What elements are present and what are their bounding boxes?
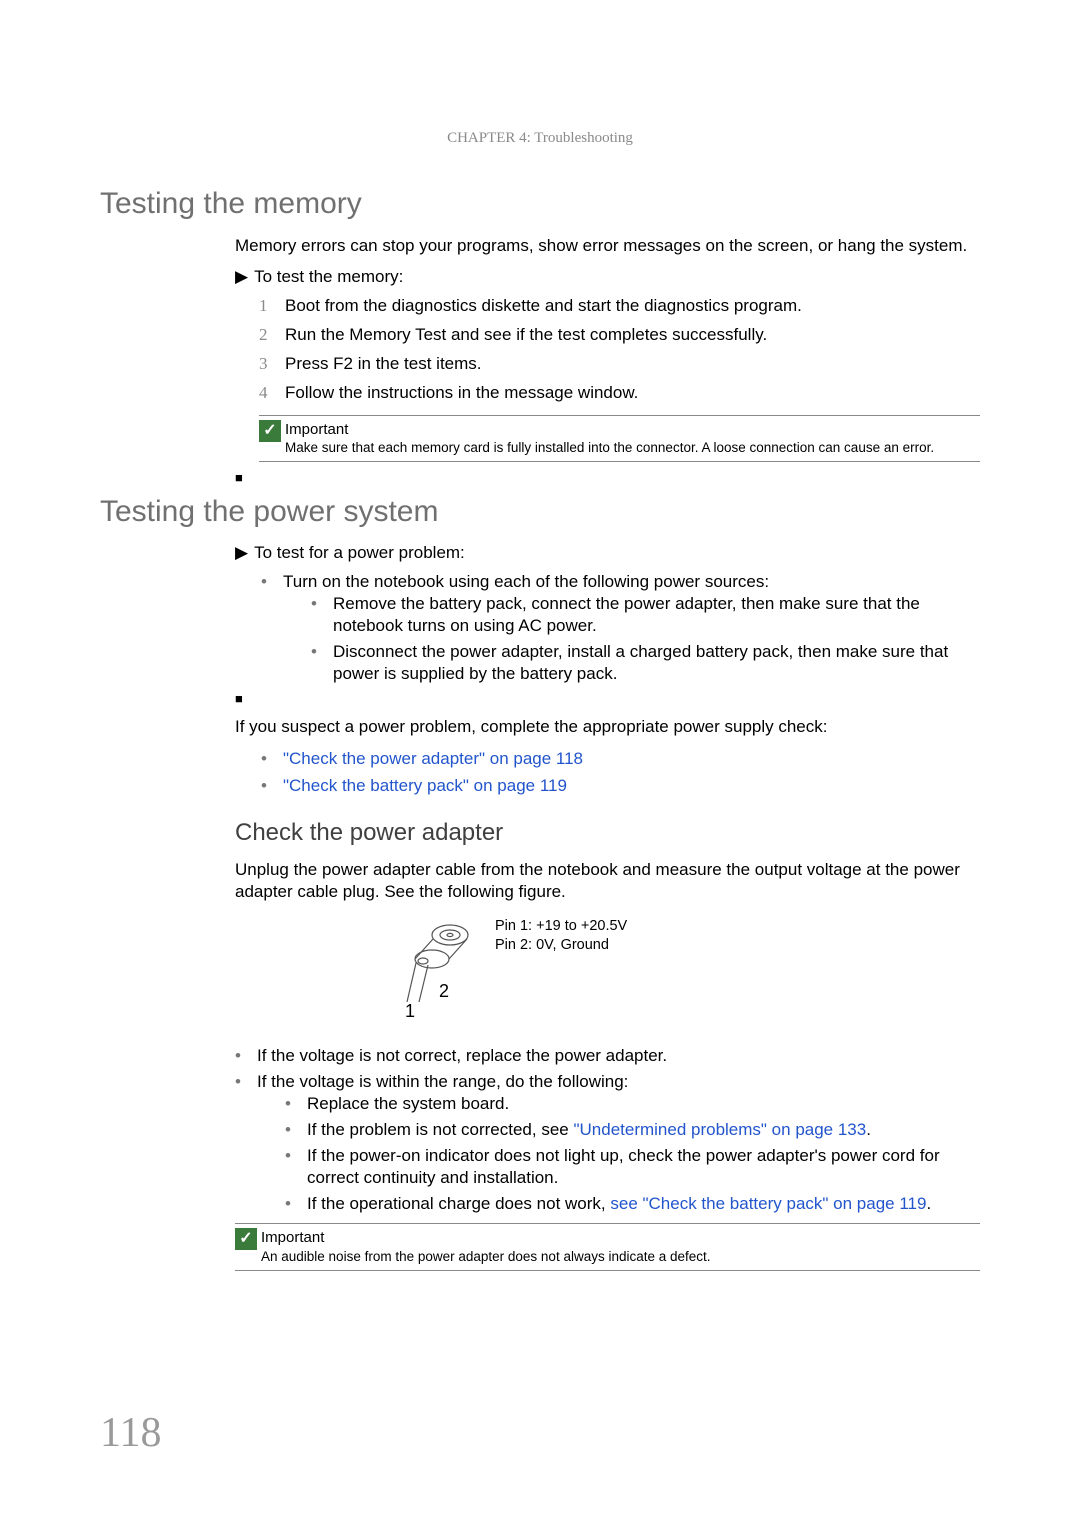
link-power-adapter[interactable]: "Check the power adapter" on page 118 <box>283 749 583 768</box>
pre-text: If the problem is not corrected, see <box>307 1120 573 1139</box>
subsection-title-adapter: Check the power adapter <box>235 819 980 847</box>
bullet-text: If the voltage is within the range, do t… <box>257 1072 628 1091</box>
memory-steps: 1 Boot from the diagnostics diskette and … <box>259 295 980 405</box>
checkmark-icon: ✓ <box>235 1228 257 1250</box>
section1-intro: Memory errors can stop your programs, sh… <box>235 235 980 257</box>
list-item: 3 Press F2 in the test items. <box>259 353 980 376</box>
step-number: 1 <box>259 295 268 318</box>
section-title-power: Testing the power system <box>100 495 980 529</box>
step-number: 3 <box>259 353 268 376</box>
callout-adapter: ✓ Important An audible noise from the po… <box>235 1223 980 1270</box>
pin2-label: Pin 2: 0V, Ground <box>495 936 627 955</box>
list-item: 4 Follow the instructions in the message … <box>259 382 980 405</box>
adapter-figure: 1 2 Pin 1: +19 to +20.5V Pin 2: 0V, Grou… <box>385 917 980 1027</box>
pre-text: If the operational charge does not work, <box>307 1194 610 1213</box>
step-text: Boot from the diagnostics diskette and s… <box>285 296 802 315</box>
list-item: 2 Run the Memory Test and see if the test… <box>259 324 980 347</box>
post-text: . <box>866 1120 871 1139</box>
section-title-memory: Testing the memory <box>100 187 980 221</box>
callout-memory: ✓ Important Make sure that each memory c… <box>259 415 980 462</box>
link-battery-pack-2[interactable]: see "Check the battery pack" on page 119 <box>610 1194 926 1213</box>
adapter-intro: Unplug the power adapter cable from the … <box>235 859 980 903</box>
end-marker: ■ <box>235 470 980 485</box>
power-links: "Check the power adapter" on page 118 "C… <box>261 748 980 796</box>
callout-label: Important <box>285 421 348 438</box>
callout-body: An audible noise from the power adapter … <box>261 1249 711 1264</box>
list-item: If the operational charge does not work,… <box>285 1193 980 1215</box>
end-marker: ■ <box>235 691 980 706</box>
power-steps: Turn on the notebook using each of the f… <box>261 571 980 685</box>
list-item: If the power-on indicator does not light… <box>285 1145 980 1189</box>
plug-diagram-icon: 1 2 <box>385 917 485 1027</box>
list-item: If the voltage is not correct, replace t… <box>235 1045 980 1067</box>
list-item: If the problem is not corrected, see "Un… <box>285 1119 980 1141</box>
triangle-icon: ▶ <box>235 267 248 287</box>
list-item: "Check the power adapter" on page 118 <box>261 748 980 770</box>
proc-label-memory: ▶ To test the memory: <box>235 267 980 287</box>
section2-body: ▶ To test for a power problem: Turn on th… <box>235 543 980 1271</box>
svg-text:1: 1 <box>405 1001 415 1021</box>
pin-labels: Pin 1: +19 to +20.5V Pin 2: 0V, Ground <box>495 917 627 955</box>
step-text: Press F2 in the test items. <box>285 354 482 373</box>
list-item: 1 Boot from the diagnostics diskette and … <box>259 295 980 318</box>
list-item: Replace the system board. <box>285 1093 980 1115</box>
post-text: . <box>926 1194 931 1213</box>
pin1-label: Pin 1: +19 to +20.5V <box>495 917 627 936</box>
step-text: Follow the instructions in the message w… <box>285 383 638 402</box>
page-number: 118 <box>100 1409 161 1457</box>
link-undetermined[interactable]: "Undetermined problems" on page 133 <box>573 1120 866 1139</box>
list-item: If the voltage is within the range, do t… <box>235 1071 980 1216</box>
power-substeps: Remove the battery pack, connect the pow… <box>311 593 980 685</box>
triangle-icon: ▶ <box>235 543 248 563</box>
step-number: 2 <box>259 324 268 347</box>
step-text: Turn on the notebook using each of the f… <box>283 572 769 591</box>
chapter-header: CHAPTER 4: Troubleshooting <box>100 130 980 147</box>
list-item: Remove the battery pack, connect the pow… <box>311 593 980 637</box>
adapter-subbullets: Replace the system board. If the problem… <box>285 1093 980 1215</box>
checkmark-icon: ✓ <box>259 420 281 442</box>
section1-body: Memory errors can stop your programs, sh… <box>235 235 980 485</box>
list-item: Turn on the notebook using each of the f… <box>261 571 980 685</box>
adapter-bullets: If the voltage is not correct, replace t… <box>235 1045 980 1216</box>
step-number: 4 <box>259 382 268 405</box>
step-text: Run the Memory Test and see if the test … <box>285 325 767 344</box>
callout-label: Important <box>261 1229 324 1246</box>
link-battery-pack[interactable]: "Check the battery pack" on page 119 <box>283 776 567 795</box>
proc-label-power: ▶ To test for a power problem: <box>235 543 980 563</box>
list-item: "Check the battery pack" on page 119 <box>261 775 980 797</box>
list-item: Disconnect the power adapter, install a … <box>311 641 980 685</box>
svg-text:2: 2 <box>439 981 449 1001</box>
suspect-line: If you suspect a power problem, complete… <box>235 716 980 738</box>
proc-label-text: To test for a power problem: <box>254 543 465 562</box>
callout-body: Make sure that each memory card is fully… <box>285 440 934 455</box>
proc-label-text: To test the memory: <box>254 267 403 286</box>
